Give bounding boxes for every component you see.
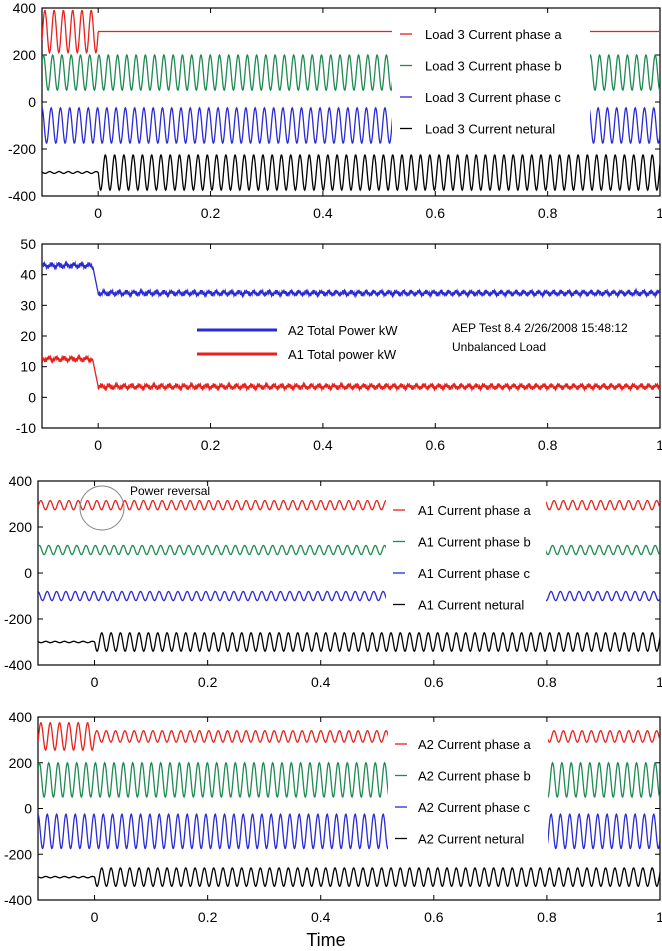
- x-tick-label: 0.4: [311, 909, 331, 925]
- chart-panel-2: 50 40 30 20 10 0 -10 0 0.2 0.4 0.6 0.8 1 A2 Total Pow…: [16, 236, 662, 453]
- x-tick-label: 0.8: [537, 674, 557, 690]
- legend-label: Load 3 Current netural: [425, 122, 555, 137]
- x-tick-label: 0.6: [426, 437, 446, 453]
- legend-background: [518, 496, 546, 618]
- series-line-4: [38, 632, 660, 653]
- x-tick-label: 0: [94, 437, 102, 453]
- x-tick-label: 0: [91, 909, 99, 925]
- y-tick-label: 30: [20, 297, 36, 313]
- y-tick-label: 0: [28, 94, 36, 110]
- x-tick-label: 0.4: [311, 674, 331, 690]
- legend-background: [530, 730, 548, 852]
- x-tick-label: 0.4: [313, 205, 333, 221]
- x-tick-label: 0.2: [201, 437, 221, 453]
- x-tick-label: 0: [91, 674, 99, 690]
- x-tick-label: 0.6: [424, 909, 444, 925]
- legend-label: A1 Current netural: [418, 598, 524, 613]
- x-tick-label: 1: [656, 909, 662, 925]
- x-tick-label: 0.2: [198, 674, 218, 690]
- x-axis-title: Time: [306, 930, 345, 950]
- legend-background: [532, 20, 582, 150]
- y-tick-label: -400: [4, 657, 32, 673]
- series-line-2: [38, 544, 660, 556]
- x-tick-label: 0: [94, 205, 102, 221]
- y-tick-label: -400: [8, 188, 36, 204]
- legend-label: A2 Current phase a: [418, 737, 532, 752]
- y-tick-label: 40: [20, 267, 36, 283]
- annotation-text: Power reversal: [130, 484, 210, 498]
- legend-label: A1 Current phase c: [418, 566, 531, 581]
- legend-label: A2 Current phase b: [418, 769, 531, 784]
- x-tick-label: 0.6: [426, 205, 446, 221]
- x-tick-label: 1: [656, 674, 662, 690]
- annotation-text: AEP Test 8.4 2/26/2008 15:48:12: [452, 321, 628, 335]
- y-tick-label: -200: [8, 141, 36, 157]
- x-tick-label: 0.2: [201, 205, 221, 221]
- y-tick-label: 400: [9, 473, 33, 489]
- chart-panel-4: 400 200 0 -200 -400 0 0.2 0.4 0.6 0.8 1 A2 Current …: [4, 709, 662, 950]
- chart-panel-1: 400 200 0 -200 -400 0 0.2 0.4 0.6 0.8 1 Load 3 Curr…: [8, 0, 662, 221]
- series-line-3: [38, 590, 660, 602]
- y-tick-label: 0: [24, 801, 32, 817]
- series-line-2: [42, 353, 660, 393]
- series-line-3: [38, 813, 660, 850]
- annotation-text: Unbalanced Load: [452, 340, 546, 354]
- series-line-4: [42, 154, 660, 192]
- y-tick-label: 20: [20, 328, 36, 344]
- y-tick-label: 200: [13, 47, 37, 63]
- y-tick-label: 400: [13, 0, 37, 16]
- legend-label: Load 3 Current phase a: [425, 27, 562, 42]
- legend-label: A2 Total Power kW: [288, 323, 398, 338]
- chart-panel-3: 400 200 0 -200 -400 0 0.2 0.4 0.6 0.8 1 A1 Current …: [4, 473, 662, 690]
- y-tick-label: 0: [24, 565, 32, 581]
- y-tick-label: 200: [9, 755, 33, 771]
- x-tick-label: 1: [656, 437, 662, 453]
- legend-label: A1 Current phase a: [418, 503, 532, 518]
- y-tick-label: -200: [4, 846, 32, 862]
- y-tick-label: 200: [9, 519, 33, 535]
- y-tick-label: 50: [20, 236, 36, 252]
- legend-label: A1 Total power kW: [288, 347, 397, 362]
- x-tick-label: 0.8: [538, 205, 558, 221]
- x-tick-label: 0.6: [424, 674, 444, 690]
- x-tick-label: 0.4: [313, 437, 333, 453]
- x-tick-label: 0.2: [198, 909, 218, 925]
- highlight-circle: [79, 485, 125, 531]
- y-tick-label: 10: [20, 359, 36, 375]
- y-tick-label: -400: [4, 892, 32, 908]
- legend-label: A1 Current phase b: [418, 535, 531, 550]
- legend-background: [388, 730, 548, 852]
- series-line-1: [38, 722, 660, 752]
- legend-label: Load 3 Current phase c: [425, 90, 561, 105]
- series-line-4: [38, 867, 660, 888]
- legend-label: A2 Current phase c: [418, 800, 531, 815]
- y-tick-label: -10: [16, 420, 36, 436]
- y-tick-label: 400: [9, 709, 33, 725]
- series-line-1: [38, 499, 660, 511]
- legend-label: Load 3 Current phase b: [425, 59, 562, 74]
- series-line-1: [42, 260, 660, 299]
- x-tick-label: 0.8: [538, 437, 558, 453]
- y-tick-label: -200: [4, 611, 32, 627]
- y-tick-label: 0: [28, 389, 36, 405]
- x-tick-label: 0.8: [537, 909, 557, 925]
- series-line-2: [38, 761, 660, 798]
- legend-label: A2 Current netural: [418, 832, 524, 847]
- x-tick-label: 1: [656, 205, 662, 221]
